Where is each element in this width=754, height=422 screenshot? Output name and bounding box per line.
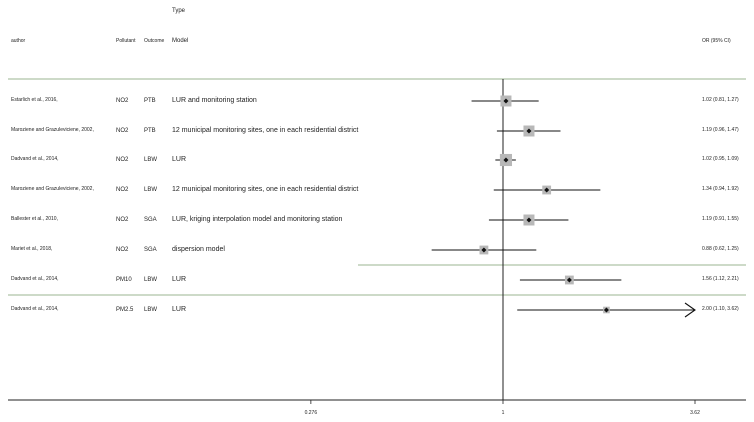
- x-tick-label: 3.62: [690, 410, 700, 416]
- or-ci-label: 1.19 (0.91, 1.55): [702, 216, 739, 222]
- study-pollutant: NO2: [116, 247, 129, 253]
- study-outcome: LBW: [144, 187, 158, 193]
- type-header: Type: [172, 8, 186, 14]
- study-pollutant: NO2: [116, 128, 129, 134]
- ci-arrow: [684, 302, 696, 318]
- study-pollutant: NO2: [116, 187, 129, 193]
- study-outcome: LBW: [144, 307, 158, 313]
- study-model: 12 municipal monitoring sites, one in ea…: [172, 186, 359, 193]
- study-model: dispersion model: [172, 246, 225, 253]
- study-author: Dadvand et al., 2014,: [11, 156, 59, 162]
- study-outcome: PTB: [144, 128, 156, 134]
- study-model: 12 municipal monitoring sites, one in ea…: [172, 127, 359, 134]
- point-estimate: [566, 277, 572, 283]
- or-column-header: OR (95% CI): [702, 38, 731, 44]
- study-author: Dadvand et al., 2014,: [11, 276, 59, 282]
- author-column-header: author: [11, 38, 26, 44]
- or-ci-label: 2.00 (1.10, 3.62): [702, 306, 739, 312]
- study-model: LUR: [172, 306, 187, 313]
- model-column-header: Model: [172, 38, 189, 44]
- study-pollutant: PM10: [116, 277, 132, 283]
- point-estimate: [544, 187, 550, 193]
- study-outcome: PTB: [144, 98, 156, 104]
- point-estimate: [503, 98, 509, 104]
- outcome-column-header: Outcome: [144, 38, 165, 44]
- study-author: Estarlich et al., 2016,: [11, 97, 58, 103]
- study-author: Ballester et al., 2010,: [11, 216, 58, 222]
- study-outcome: SGA: [144, 217, 157, 223]
- confidence-intervals: [431, 100, 696, 318]
- point-estimate: [526, 217, 532, 223]
- point-estimate: [603, 307, 609, 313]
- or-ci-label: 1.19 (0.96, 1.47): [702, 127, 739, 133]
- divider-lines: [8, 78, 746, 404]
- x-tick-label: 0.276: [304, 410, 318, 416]
- study-author: Maroziene and Grazuleviciene, 2002,: [11, 127, 94, 133]
- pollutant-column-header: Pollutant: [116, 38, 136, 44]
- point-estimates: [479, 95, 610, 314]
- study-author: Mariet et al., 2018,: [11, 246, 53, 252]
- study-pollutant: PM2.5: [116, 307, 134, 313]
- point-estimate: [481, 247, 487, 253]
- or-ci-label: 1.56 (1.12, 2.21): [702, 276, 739, 282]
- study-pollutant: NO2: [116, 217, 129, 223]
- or-ci-label: 0.88 (0.62, 1.25): [702, 246, 739, 252]
- or-ci-label: 1.34 (0.94, 1.92): [702, 186, 739, 192]
- study-pollutant: NO2: [116, 157, 129, 163]
- point-estimate: [526, 128, 532, 134]
- x-tick-label: 1: [501, 410, 505, 416]
- study-model: LUR: [172, 156, 187, 163]
- point-estimate: [503, 157, 509, 163]
- study-outcome: LBW: [144, 277, 158, 283]
- study-author: Dadvand et al., 2014,: [11, 306, 59, 312]
- study-pollutant: NO2: [116, 98, 129, 104]
- study-model: LUR: [172, 276, 187, 283]
- or-ci-label: 1.02 (0.81, 1.27): [702, 97, 739, 103]
- study-author: Maroziene and Grazuleviciene, 2002,: [11, 186, 94, 192]
- study-model: LUR, kriging interpolation model and mon…: [172, 216, 343, 223]
- study-outcome: LBW: [144, 157, 158, 163]
- study-model: LUR and monitoring station: [172, 97, 257, 104]
- or-ci-label: 1.02 (0.95, 1.09): [702, 156, 739, 162]
- study-outcome: SGA: [144, 247, 157, 253]
